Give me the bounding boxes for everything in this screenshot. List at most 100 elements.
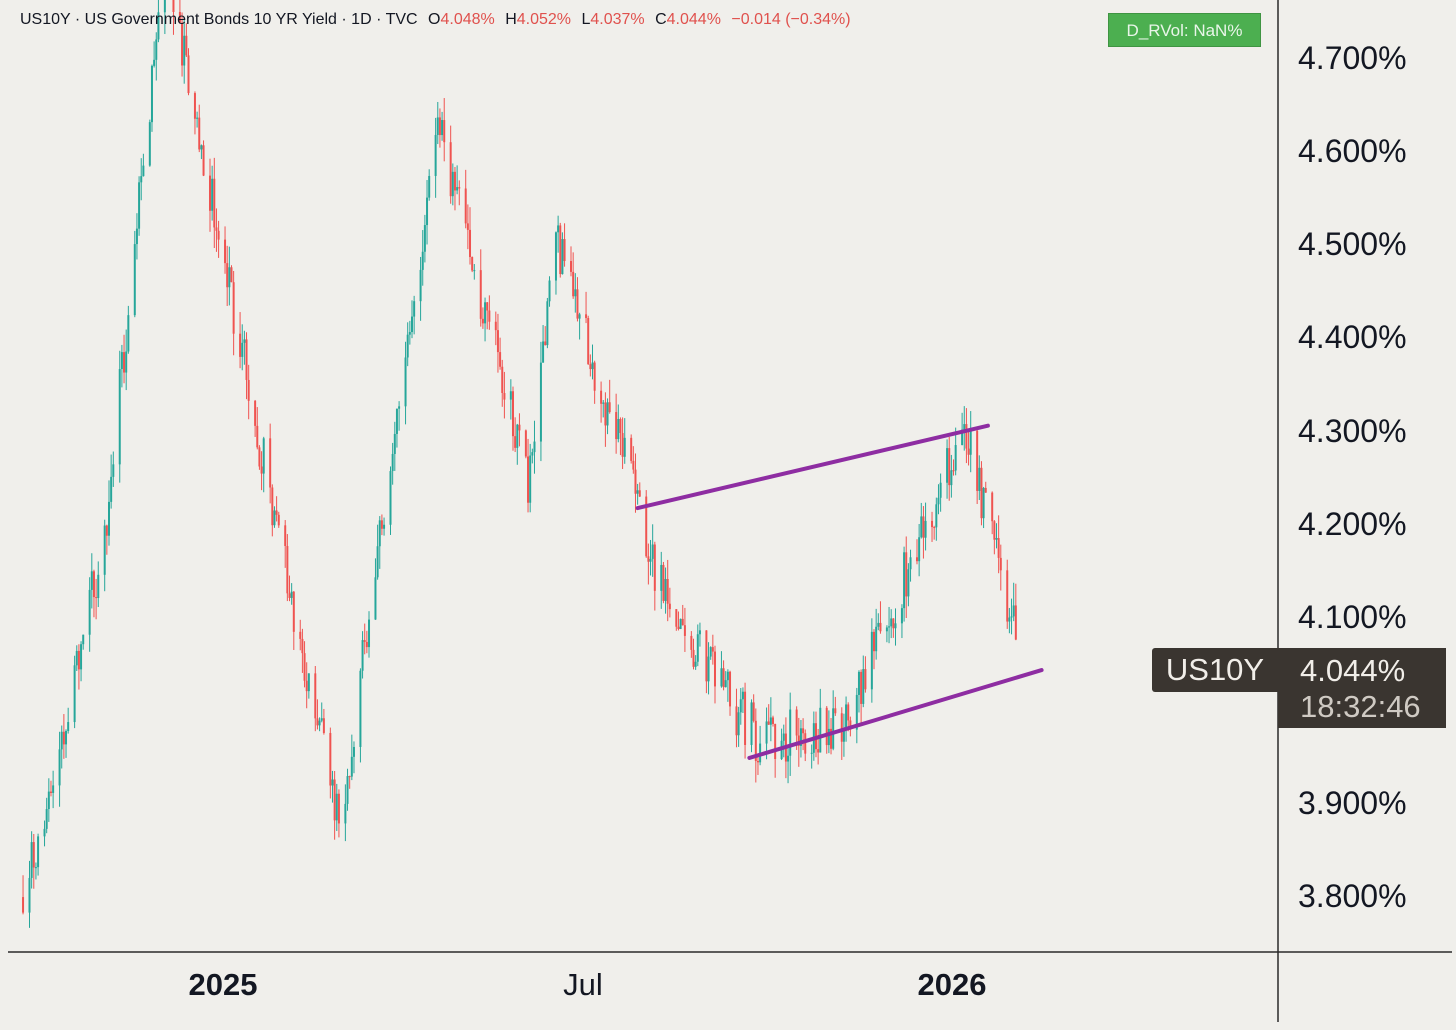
candle bbox=[247, 364, 250, 420]
candle bbox=[647, 543, 650, 585]
symbol-description: US Government Bonds 10 YR Yield bbox=[84, 11, 337, 28]
candle bbox=[389, 466, 392, 535]
low-value: 4.037% bbox=[590, 11, 645, 28]
candle bbox=[744, 682, 747, 759]
y-tick-label: 3.900% bbox=[1298, 785, 1407, 821]
candle bbox=[817, 728, 820, 765]
candle bbox=[812, 711, 815, 761]
low-label: L bbox=[581, 11, 591, 28]
candle bbox=[961, 412, 964, 446]
candle bbox=[683, 607, 686, 652]
candle bbox=[862, 655, 865, 708]
y-tick-label: 3.800% bbox=[1298, 878, 1407, 914]
candle bbox=[963, 406, 966, 451]
candle bbox=[208, 158, 211, 232]
candle bbox=[299, 619, 302, 651]
candle bbox=[28, 860, 31, 928]
candle bbox=[739, 688, 742, 725]
candle bbox=[542, 325, 545, 363]
candle bbox=[318, 717, 321, 732]
candle bbox=[47, 778, 50, 822]
candle bbox=[62, 714, 65, 759]
candle bbox=[127, 305, 130, 354]
candle bbox=[772, 715, 775, 727]
candle bbox=[410, 300, 413, 339]
candle bbox=[395, 408, 398, 448]
candle bbox=[187, 48, 190, 96]
candle bbox=[855, 687, 858, 744]
candle bbox=[696, 624, 699, 667]
candle bbox=[346, 768, 349, 811]
candle bbox=[576, 277, 579, 322]
candle bbox=[707, 642, 710, 695]
high-label: H bbox=[505, 11, 517, 28]
trendline[interactable] bbox=[747, 668, 1044, 760]
trendline[interactable] bbox=[635, 423, 990, 511]
candle bbox=[148, 119, 151, 167]
candle bbox=[767, 704, 770, 725]
candle bbox=[903, 546, 906, 622]
candle bbox=[464, 169, 467, 229]
candle bbox=[660, 551, 663, 609]
candle bbox=[486, 302, 489, 330]
candle bbox=[933, 525, 936, 540]
candle bbox=[458, 180, 461, 206]
candle bbox=[1008, 607, 1011, 634]
candle bbox=[741, 687, 744, 714]
candle bbox=[88, 577, 91, 652]
candle bbox=[140, 158, 143, 201]
candle bbox=[952, 459, 955, 476]
candle bbox=[890, 609, 893, 639]
candle bbox=[900, 604, 903, 639]
candle bbox=[834, 696, 837, 716]
candle bbox=[307, 673, 310, 699]
candle bbox=[348, 775, 351, 789]
candle bbox=[383, 517, 386, 536]
open-label: O bbox=[428, 11, 441, 28]
candle bbox=[982, 486, 985, 529]
candle bbox=[894, 608, 897, 646]
candle bbox=[920, 502, 923, 539]
candle bbox=[645, 490, 648, 558]
candle bbox=[621, 417, 624, 469]
candle bbox=[950, 454, 953, 498]
candle bbox=[503, 371, 506, 419]
candle bbox=[228, 246, 231, 306]
candle bbox=[780, 728, 783, 761]
candle bbox=[662, 561, 665, 604]
candle bbox=[651, 524, 654, 577]
indicator-badge[interactable]: D_RVol: NaN% bbox=[1108, 13, 1261, 47]
candle bbox=[404, 341, 407, 425]
candle bbox=[754, 708, 757, 783]
candle bbox=[756, 757, 759, 775]
candle bbox=[931, 511, 934, 542]
change-value: −0.014 (−0.34%) bbox=[731, 11, 851, 28]
candle bbox=[77, 644, 80, 690]
candle bbox=[419, 256, 422, 321]
candle bbox=[273, 506, 276, 528]
candle bbox=[980, 461, 983, 526]
candle bbox=[649, 539, 652, 576]
candle bbox=[999, 544, 1002, 591]
candle bbox=[709, 646, 712, 660]
candle bbox=[544, 326, 547, 346]
candle bbox=[65, 729, 68, 758]
candle bbox=[561, 232, 564, 275]
candle bbox=[619, 417, 622, 456]
candle bbox=[337, 789, 340, 838]
candle bbox=[60, 725, 63, 769]
candle bbox=[82, 634, 85, 650]
candle bbox=[995, 523, 998, 549]
candle bbox=[73, 655, 76, 729]
candle bbox=[830, 717, 833, 755]
candle bbox=[587, 315, 590, 365]
candle bbox=[857, 670, 860, 713]
candle bbox=[799, 719, 802, 758]
candle bbox=[30, 831, 33, 889]
y-tick-label: 4.600% bbox=[1298, 133, 1407, 169]
candle bbox=[516, 423, 519, 465]
candle bbox=[479, 249, 482, 327]
candle bbox=[840, 707, 843, 760]
candle bbox=[752, 694, 755, 723]
